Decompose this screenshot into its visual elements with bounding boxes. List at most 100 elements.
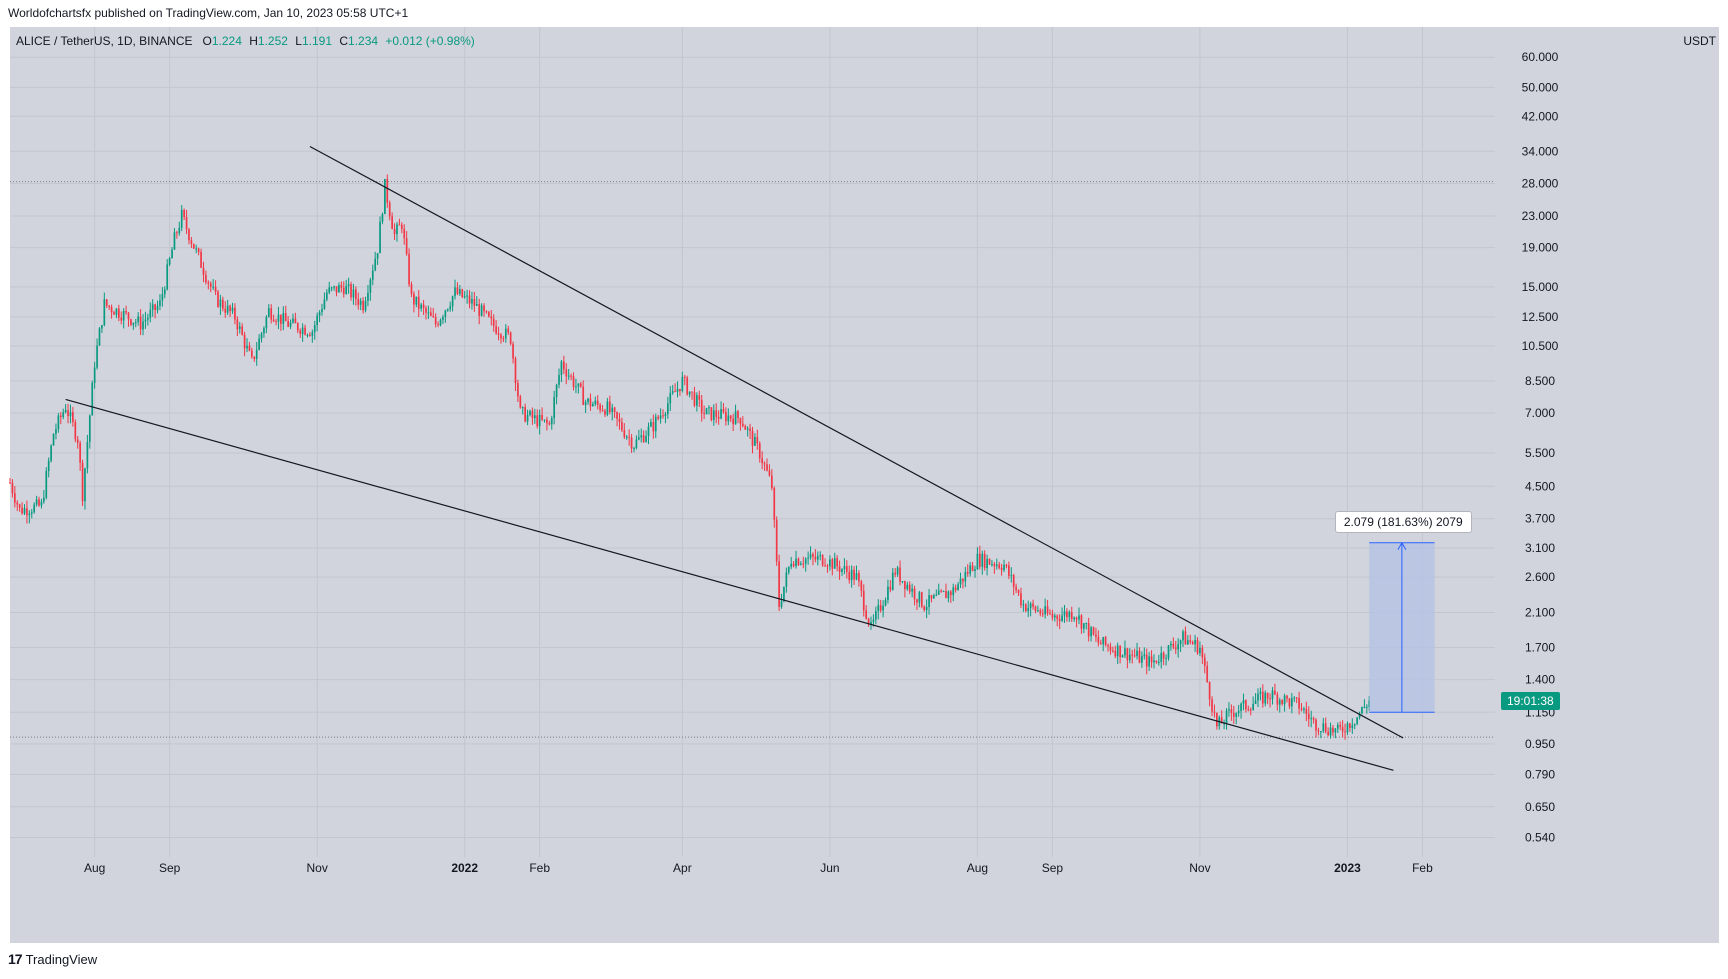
candle-body xyxy=(79,442,81,463)
candle xyxy=(727,408,730,426)
candle-body xyxy=(26,508,28,516)
candle xyxy=(877,599,880,620)
candle-body xyxy=(50,445,52,461)
candle-body xyxy=(490,316,493,319)
trendline-upper xyxy=(309,145,1404,739)
candle-body xyxy=(751,430,754,446)
candle-body xyxy=(64,410,67,413)
candle-body xyxy=(1240,703,1242,711)
candle-body xyxy=(45,471,48,498)
candle-body xyxy=(1153,660,1155,663)
candle-body xyxy=(771,475,773,489)
candle xyxy=(802,556,805,569)
candle-body xyxy=(1165,658,1167,660)
candle xyxy=(292,313,294,324)
candle-body xyxy=(478,304,481,316)
candle-body xyxy=(860,581,863,591)
candle-body xyxy=(640,435,643,438)
candle xyxy=(1133,648,1136,658)
candle-body xyxy=(850,569,853,581)
currency-label[interactable]: USDT xyxy=(1683,34,1716,48)
candle-body xyxy=(606,401,609,415)
candle-body xyxy=(652,422,655,432)
candle xyxy=(192,243,195,250)
candle-body xyxy=(1317,730,1320,732)
candle xyxy=(1022,599,1025,612)
candle-body xyxy=(739,418,742,424)
candle-body xyxy=(700,399,703,414)
candle-body xyxy=(896,567,899,575)
candle xyxy=(640,428,643,443)
candle-body xyxy=(671,391,674,393)
candle-body xyxy=(998,564,1001,568)
candle xyxy=(635,435,638,450)
candle xyxy=(606,397,609,417)
candle xyxy=(209,281,212,293)
candle-body xyxy=(674,391,676,393)
candle-body xyxy=(488,311,490,317)
candle-body xyxy=(768,470,771,476)
candle-body xyxy=(1191,642,1194,645)
candle xyxy=(1327,727,1329,737)
candle-body xyxy=(1303,708,1305,710)
candle-body xyxy=(504,328,507,339)
candle-body xyxy=(940,590,942,592)
candle xyxy=(1068,610,1071,622)
candle xyxy=(720,401,722,420)
candle-body xyxy=(901,581,904,583)
candle-body xyxy=(154,304,156,311)
candle-body xyxy=(391,216,393,230)
candle xyxy=(737,409,739,424)
candle xyxy=(1073,616,1076,622)
candle xyxy=(722,403,725,414)
candle xyxy=(427,305,430,319)
candle xyxy=(86,434,89,474)
candle xyxy=(691,391,693,400)
candle xyxy=(306,333,309,338)
candle-body xyxy=(352,289,355,298)
candle-body xyxy=(1288,698,1291,707)
candle-body xyxy=(959,578,962,585)
candle-body xyxy=(1029,603,1032,608)
candle xyxy=(294,312,297,324)
candle xyxy=(1365,704,1368,714)
candle xyxy=(466,289,468,304)
candle xyxy=(790,556,793,570)
candle xyxy=(797,557,800,566)
candle-body xyxy=(1058,618,1061,621)
candle xyxy=(1194,634,1196,652)
candle-body xyxy=(1271,690,1274,700)
candle-body xyxy=(1068,611,1071,618)
candle-body xyxy=(969,565,972,574)
candle-body xyxy=(127,312,130,320)
candle xyxy=(139,309,142,336)
candle xyxy=(362,297,364,314)
candle-body xyxy=(995,564,998,567)
candle xyxy=(698,390,701,407)
candle xyxy=(265,315,268,334)
candle-body xyxy=(393,229,396,235)
candle xyxy=(541,407,543,422)
candle-body xyxy=(47,460,50,472)
candle-body xyxy=(676,388,679,392)
low-label: L xyxy=(295,34,302,48)
candle-body xyxy=(400,224,403,229)
candle-body xyxy=(746,428,749,430)
candle xyxy=(221,296,224,312)
footer-brand[interactable]: 17 TradingView xyxy=(8,951,97,967)
time-tick-label: Sep xyxy=(1042,861,1064,875)
candle xyxy=(570,373,572,381)
candle xyxy=(732,413,734,432)
candle-body xyxy=(253,356,256,359)
candle-body xyxy=(323,299,326,309)
candle xyxy=(613,406,616,418)
candle-body xyxy=(848,571,851,581)
candle xyxy=(775,516,778,566)
chart-area[interactable] xyxy=(10,27,1719,943)
candle xyxy=(434,313,437,328)
candle-body xyxy=(277,314,280,322)
candle-body xyxy=(137,316,140,323)
candle-body xyxy=(325,292,328,300)
candle xyxy=(579,382,582,388)
